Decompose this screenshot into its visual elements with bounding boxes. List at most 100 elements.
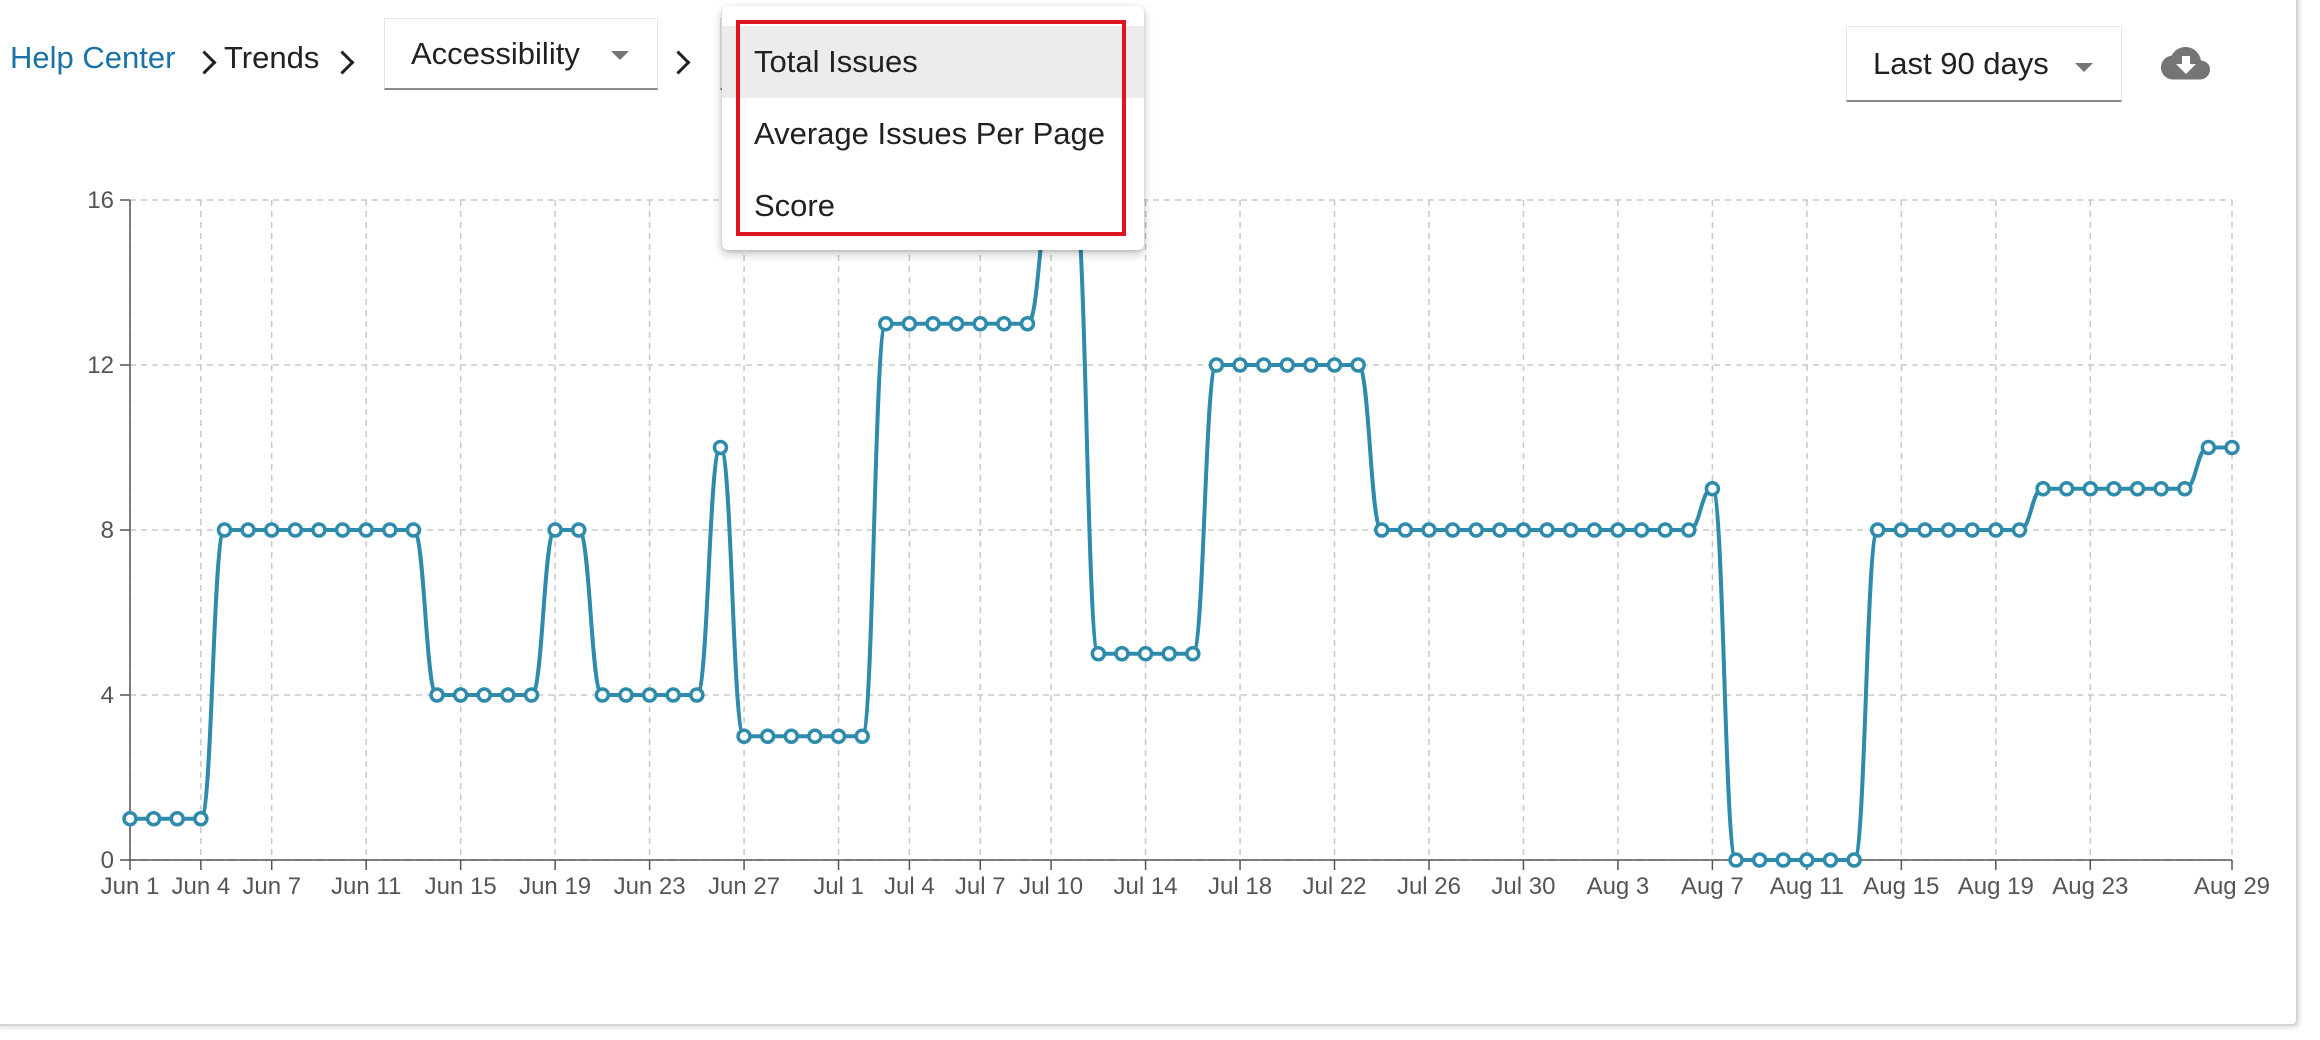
data-point (2082, 481, 2099, 497)
data-point (2011, 522, 2028, 538)
data-point (1822, 852, 1839, 868)
metric-option-average-issues-per-page[interactable]: Average Issues Per Page (754, 116, 1105, 151)
metric-option-total-issues[interactable]: Total Issues (722, 26, 1144, 98)
data-point (240, 522, 256, 538)
data-point (854, 728, 870, 744)
data-point (1610, 522, 1626, 538)
x-tick-label: Aug 29 (2194, 873, 2270, 900)
category-select[interactable]: Accessibility (384, 18, 658, 90)
category-select-value: Accessibility (411, 35, 580, 71)
x-tick-label: Aug 3 (1587, 873, 1650, 900)
date-range-select[interactable]: Last 90 days (1846, 26, 2122, 102)
x-tick-label: Jun 15 (425, 873, 497, 900)
data-point (1681, 522, 1697, 538)
metric-dropdown-menu: Total Issues Average Issues Per Page Sco… (722, 6, 1144, 250)
data-point (193, 811, 209, 827)
data-point (1964, 522, 1980, 538)
y-tick-label: 4 (101, 682, 114, 709)
data-point (618, 687, 634, 703)
cloud-download-icon[interactable] (2160, 44, 2212, 84)
x-tick-label: Aug 7 (1681, 873, 1744, 900)
data-point (1586, 522, 1603, 538)
data-point (405, 522, 422, 538)
data-point (972, 316, 988, 332)
x-tick-label: Jul 1 (813, 873, 864, 900)
data-point (689, 687, 705, 703)
x-tick-label: Jul 10 (1019, 873, 1083, 900)
data-point (145, 811, 162, 827)
data-point (2129, 481, 2146, 497)
data-point (122, 811, 138, 827)
x-tick-label: Jun 27 (708, 873, 780, 900)
data-point (1846, 852, 1862, 868)
data-point (311, 522, 327, 538)
data-point (1374, 522, 1390, 538)
x-tick-label: Aug 11 (1770, 873, 1844, 900)
data-point (500, 687, 516, 703)
data-point (1161, 646, 1177, 662)
data-point (2035, 481, 2051, 497)
data-point (665, 687, 681, 703)
data-point (547, 522, 563, 538)
data-point (216, 522, 233, 538)
data-point (2153, 481, 2169, 497)
x-tick-label: Jun 23 (614, 873, 686, 900)
caret-down-icon (2075, 63, 2093, 72)
data-point (476, 687, 493, 703)
data-point (925, 316, 941, 332)
breadcrumb-help-center-link[interactable]: Help Center (10, 40, 176, 75)
x-tick-label: Jul 14 (1114, 873, 1178, 900)
x-tick-label: Jun 1 (101, 873, 160, 900)
content-card (0, 0, 2298, 1026)
data-point (1869, 522, 1886, 538)
data-point (594, 687, 611, 703)
data-point (2200, 439, 2217, 456)
data-point (712, 439, 729, 456)
data-point (1185, 646, 1201, 662)
data-point (1633, 522, 1650, 538)
data-point (1255, 357, 1272, 373)
data-point (1893, 522, 1910, 538)
data-point (2224, 439, 2240, 456)
data-point (1704, 481, 1721, 497)
data-point (1988, 522, 2004, 538)
data-point (1917, 522, 1933, 538)
data-point (1208, 357, 1225, 373)
y-tick-label: 8 (101, 517, 114, 544)
data-point (1799, 852, 1815, 868)
x-tick-label: Jul 7 (955, 873, 1006, 900)
y-tick-label: 0 (101, 847, 114, 874)
data-point (1090, 646, 1107, 662)
data-point (169, 811, 185, 827)
data-point (1232, 357, 1248, 373)
x-tick-label: Jun 4 (171, 873, 230, 900)
x-tick-label: Jul 4 (884, 873, 935, 900)
data-point (996, 316, 1012, 332)
data-point (1940, 522, 1957, 538)
data-point (736, 728, 752, 744)
y-tick-label: 16 (87, 187, 114, 214)
data-point (287, 522, 304, 538)
data-point (1515, 522, 1532, 538)
data-point (901, 316, 918, 332)
data-point (807, 728, 823, 744)
x-tick-label: Jul 26 (1397, 873, 1461, 900)
data-point (382, 522, 398, 538)
metric-option-score[interactable]: Score (754, 188, 835, 223)
data-point (1114, 646, 1130, 662)
y-tick-label: 12 (87, 352, 114, 379)
data-point (570, 522, 587, 538)
x-tick-label: Aug 19 (1958, 873, 2034, 900)
data-point (878, 316, 894, 332)
data-point (452, 687, 469, 703)
data-point (1019, 316, 1036, 332)
data-point (1751, 852, 1768, 868)
data-point (429, 687, 445, 703)
data-point (830, 728, 847, 744)
data-point (2177, 481, 2193, 497)
data-point (263, 522, 280, 538)
data-point (641, 687, 658, 703)
x-tick-label: Jul 18 (1208, 873, 1272, 900)
